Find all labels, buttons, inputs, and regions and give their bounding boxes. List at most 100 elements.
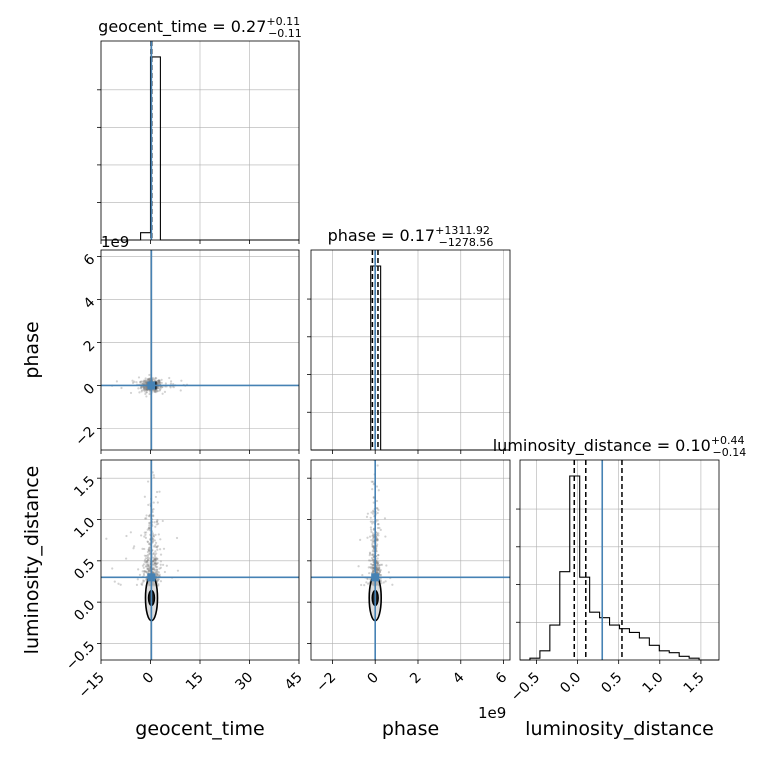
sample-point	[147, 549, 150, 552]
sample-point	[148, 529, 151, 532]
tick-label-y: 4	[81, 294, 99, 312]
hist-bar	[639, 638, 649, 660]
sample-point	[156, 557, 159, 560]
sample-point	[372, 570, 375, 574]
sample-point	[371, 553, 374, 556]
sample-point	[371, 550, 374, 553]
sample-point	[144, 561, 147, 564]
sample-point	[371, 570, 375, 573]
scatter-panel-geocent_time_vs_luminosity_distance	[100, 460, 300, 660]
sample-point	[105, 537, 108, 540]
sample-point	[133, 380, 136, 383]
sample-point	[156, 548, 159, 551]
hist-bar	[141, 233, 151, 240]
sample-point	[146, 550, 149, 554]
sample-point	[145, 570, 148, 573]
sample-point	[148, 378, 151, 382]
sample-point	[162, 547, 166, 550]
sample-point	[144, 379, 147, 382]
sample-point	[133, 545, 136, 548]
sample-point	[157, 583, 160, 586]
sample-point	[153, 562, 157, 565]
title-plus: +0.44	[711, 434, 745, 447]
title-minus: −0.14	[713, 446, 747, 459]
sample-point	[157, 578, 160, 581]
sample-point	[372, 528, 375, 531]
sample-point	[141, 547, 144, 550]
sample-point	[143, 570, 146, 573]
hist-bar	[669, 653, 679, 660]
sample-point	[144, 381, 147, 384]
sample-point	[143, 558, 147, 562]
sample-point	[143, 381, 146, 384]
sample-point	[361, 573, 364, 577]
sample-point	[379, 569, 382, 572]
sample-point	[143, 535, 146, 538]
sample-point	[157, 379, 160, 382]
sample-point	[366, 577, 369, 581]
panel-title-luminosity_distance: luminosity_distance = 0.10+0.44 −0.14	[493, 434, 747, 459]
sample-point	[369, 565, 372, 569]
sample-point	[144, 380, 147, 383]
sample-point	[145, 563, 148, 566]
title-minus: −1278.56	[439, 236, 494, 249]
sample-point	[376, 507, 379, 510]
sample-point	[370, 480, 373, 483]
sample-point	[155, 573, 158, 576]
sample-point	[148, 522, 151, 525]
scatter-frame	[310, 459, 511, 661]
sample-point	[152, 571, 155, 574]
sample-point	[152, 563, 155, 566]
sample-point	[155, 520, 158, 523]
sample-point	[376, 533, 379, 536]
sample-point	[159, 560, 163, 563]
sample-point	[154, 550, 157, 553]
sample-point	[376, 571, 379, 574]
sample-point	[378, 566, 381, 570]
sample-point	[143, 379, 146, 382]
sample-point	[148, 521, 151, 524]
sample-point	[143, 569, 146, 573]
sample-point	[140, 382, 144, 385]
sample-point	[376, 566, 379, 569]
sample-point	[153, 557, 156, 560]
sample-point	[158, 381, 161, 384]
sample-point	[148, 377, 151, 381]
sample-point	[115, 380, 119, 383]
sample-point	[144, 388, 148, 391]
sample-point	[156, 579, 159, 582]
tick-label-y: 1.0	[71, 515, 98, 542]
tick-label-y: −2	[72, 424, 98, 450]
sample-point	[140, 534, 143, 537]
sample-point	[151, 376, 154, 380]
sample-point	[145, 391, 148, 394]
sample-point	[375, 570, 379, 573]
sample-point	[156, 572, 159, 575]
tick-label-x: 1.0	[640, 670, 667, 697]
sample-point	[162, 563, 165, 566]
sample-point	[140, 386, 143, 389]
sample-point	[160, 378, 163, 381]
tick-label-x: 15	[183, 670, 207, 694]
sample-point	[369, 552, 372, 555]
sample-point	[146, 567, 149, 570]
sample-point	[376, 571, 379, 574]
sample-point	[385, 564, 388, 567]
sample-point	[369, 520, 372, 523]
sample-point	[368, 535, 372, 538]
sample-point	[372, 546, 375, 549]
sample-point	[144, 536, 148, 539]
hist-bar	[600, 618, 610, 660]
sample-point	[379, 577, 382, 581]
sample-point	[145, 531, 148, 534]
sample-point	[371, 569, 374, 572]
sample-point	[143, 495, 146, 498]
sample-point	[125, 534, 128, 538]
sample-point	[144, 517, 147, 520]
sample-point	[147, 567, 150, 570]
sample-point	[154, 563, 157, 567]
sample-point	[377, 571, 380, 574]
sample-point	[372, 568, 375, 571]
sample-point	[147, 571, 150, 574]
